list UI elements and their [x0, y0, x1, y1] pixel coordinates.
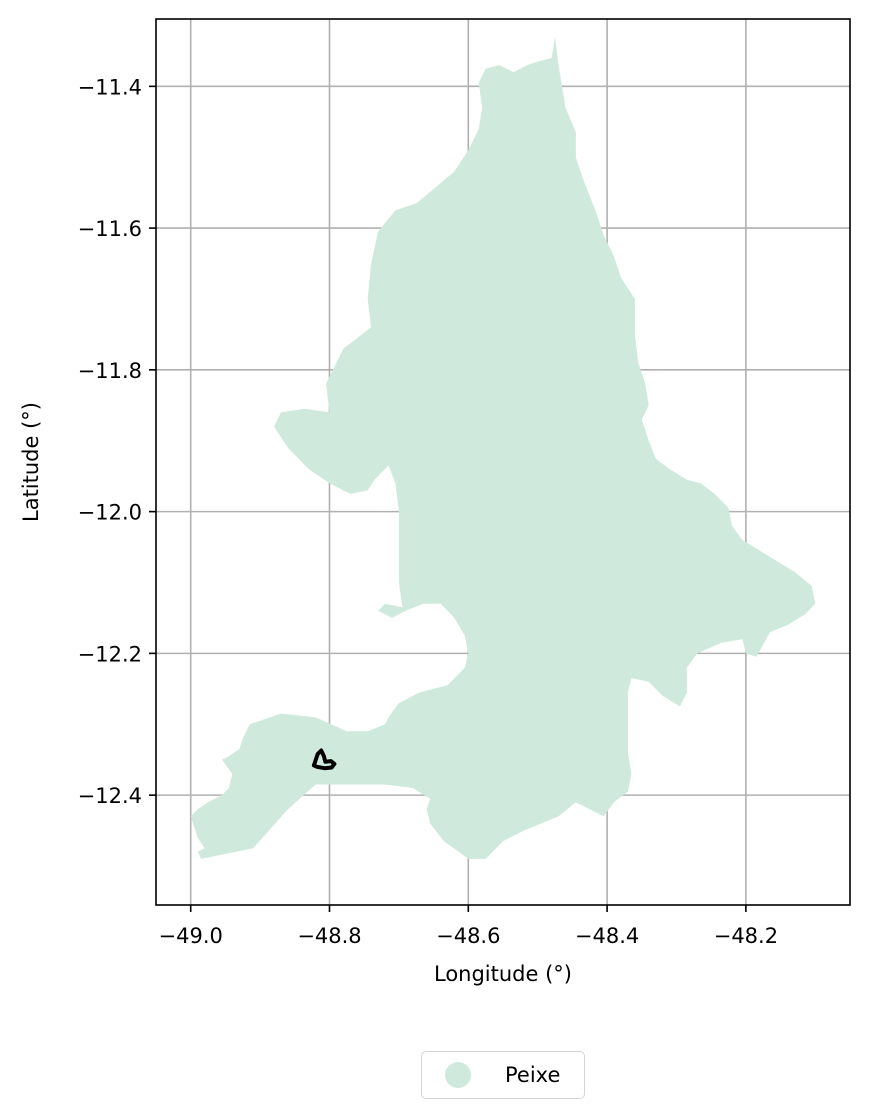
y-tick-label: −11.4 [78, 75, 142, 99]
location-marker-outline [311, 748, 337, 771]
x-tick-label: −48.4 [575, 924, 639, 948]
x-tick-label: −48.2 [714, 924, 778, 948]
y-tick-label: −11.6 [78, 217, 142, 241]
y-tick-label: −11.8 [78, 359, 142, 383]
plot-frame [155, 18, 851, 906]
y-axis-label: Latitude (°) [19, 402, 43, 522]
x-tick-label: −49.0 [159, 924, 223, 948]
legend-label-peixe: Peixe [505, 1063, 561, 1087]
x-tick-label: −48.6 [436, 924, 500, 948]
y-tick-label: −12.4 [78, 784, 142, 808]
legend-marker-peixe [445, 1062, 471, 1088]
x-axis-label: Longitude (°) [434, 962, 572, 986]
x-axis-ticks: −49.0 −48.8 −48.6 −48.4 −48.2 [159, 905, 778, 948]
y-axis-ticks: −11.4 −11.6 −11.8 −12.0 −12.2 −12.4 [78, 75, 156, 808]
legend: Peixe [421, 1051, 585, 1099]
x-tick-label: −48.8 [297, 924, 361, 948]
peixe-region [190, 36, 816, 859]
y-tick-label: −12.0 [78, 501, 142, 525]
y-tick-label: −12.2 [78, 642, 142, 666]
